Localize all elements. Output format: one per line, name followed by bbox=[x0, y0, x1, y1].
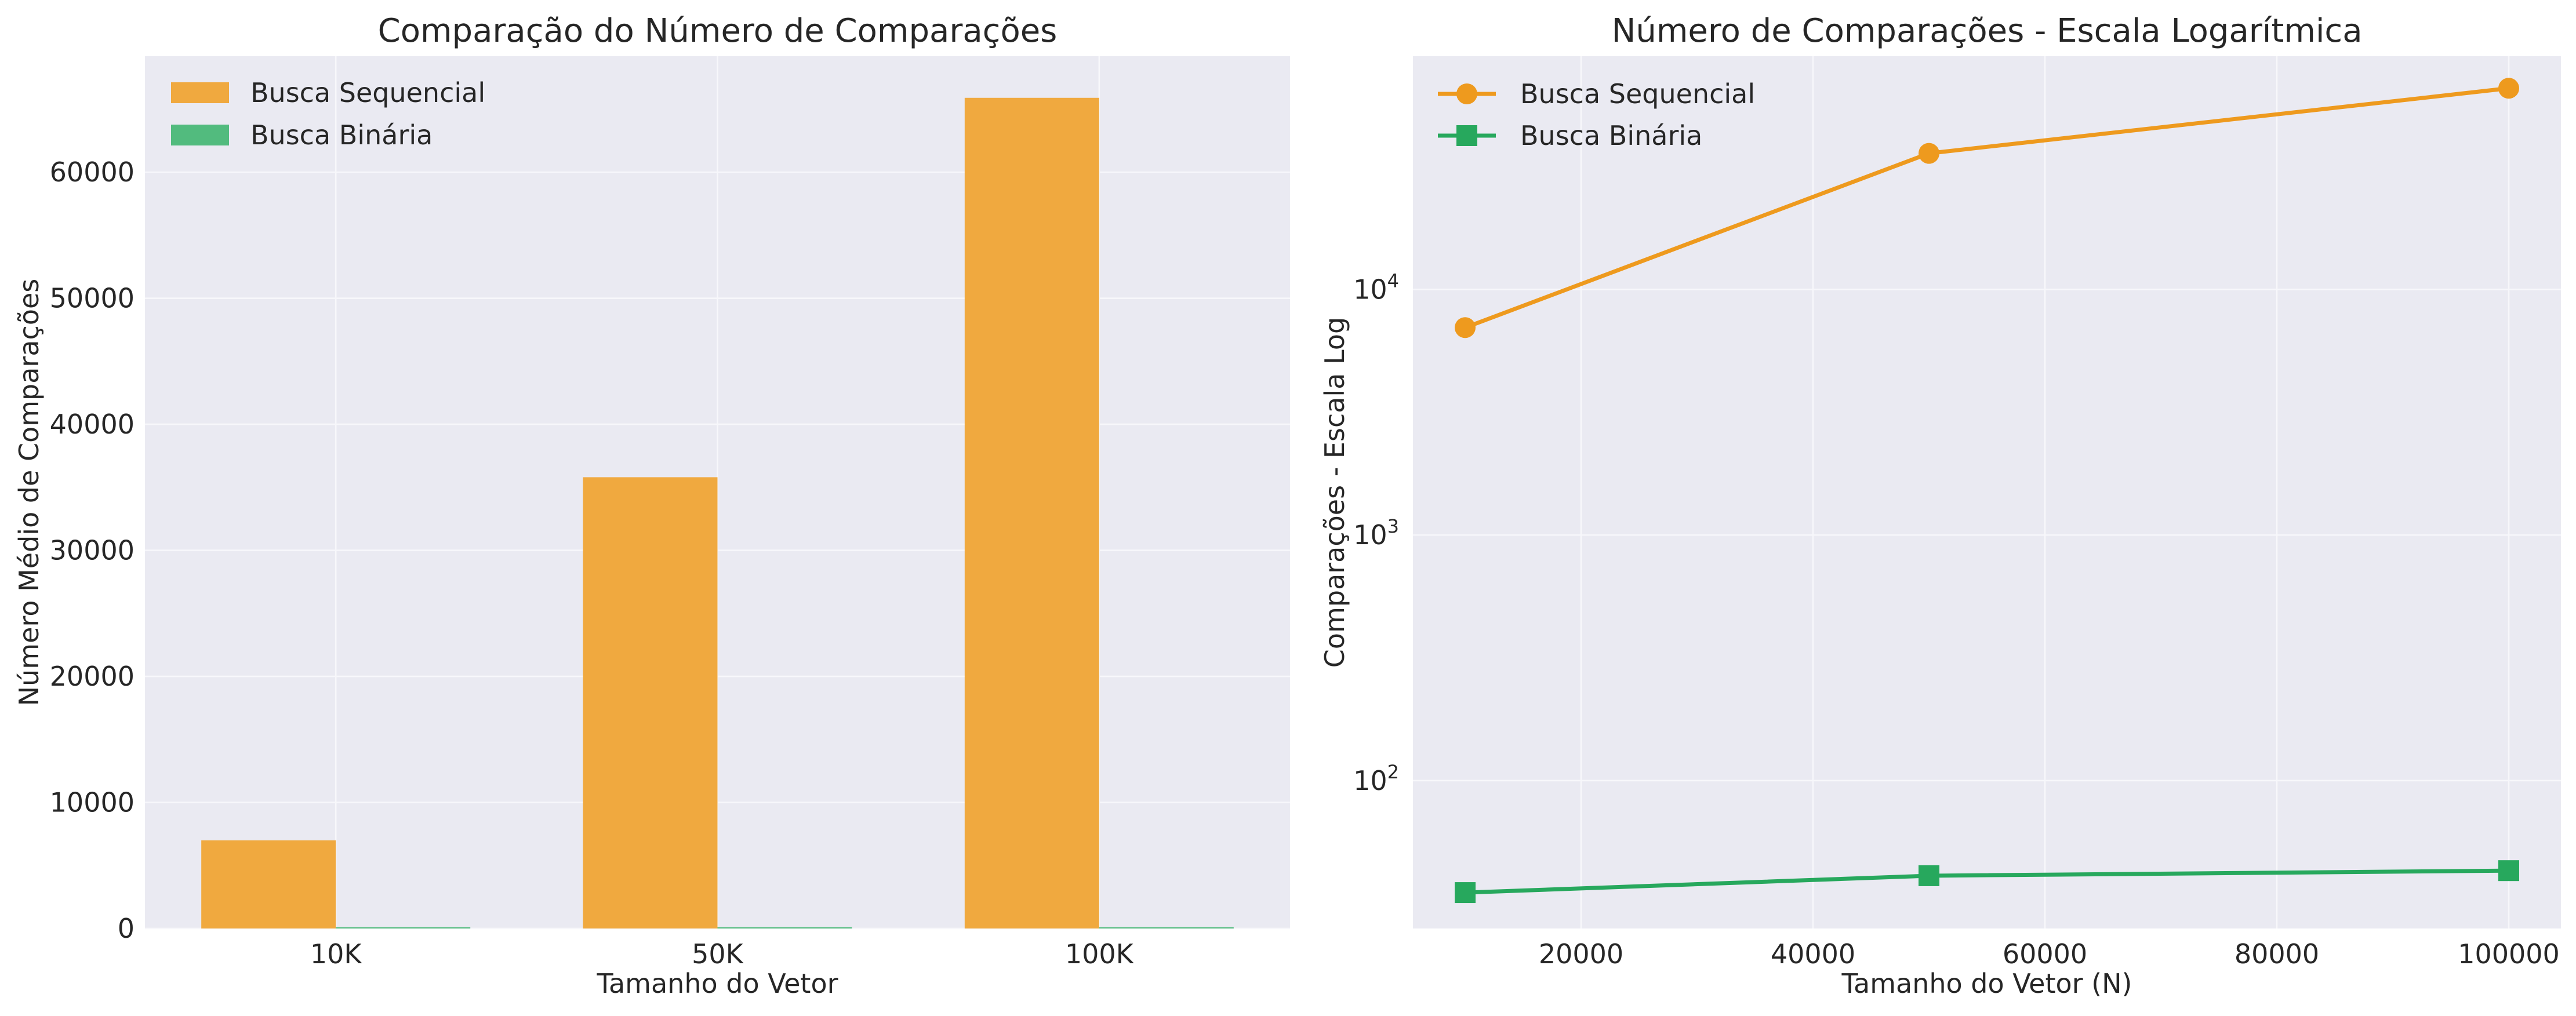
line-chart-y-tick-labels: 102 103 104 bbox=[1353, 270, 1399, 796]
y-tick-label: 10000 bbox=[50, 787, 135, 818]
bar-busca-sequencial-100k bbox=[964, 97, 1099, 928]
line-chart-series bbox=[1455, 78, 2519, 904]
y-tick-label: 40000 bbox=[50, 409, 135, 440]
line-chart-title: Número de Comparações - Escala Logarítmi… bbox=[1611, 12, 2362, 50]
x-tick-label: 40000 bbox=[1771, 938, 1855, 970]
y-tick-label: 60000 bbox=[50, 156, 135, 188]
y-tick-label: 102 bbox=[1353, 761, 1399, 796]
bar-chart-legend: Busca Sequencial Busca Binária bbox=[171, 77, 485, 151]
legend-label-busca-binaria: Busca Binária bbox=[250, 119, 433, 151]
point-busca-binaria bbox=[1919, 865, 1939, 886]
legend-swatch-busca-binaria bbox=[171, 125, 229, 145]
bar-busca-binaria-10k bbox=[336, 927, 471, 928]
bar-chart-panel: 10K 50K 100K 0 10000 20000 30000 40000 50000 600… bbox=[13, 12, 1290, 999]
y-tick-label: 0 bbox=[118, 913, 135, 944]
bar-chart-x-tick-labels: 10K 50K 100K bbox=[310, 938, 1135, 970]
point-busca-sequencial bbox=[1919, 143, 1939, 164]
point-busca-sequencial bbox=[1455, 317, 1476, 338]
x-tick-label: 100K bbox=[1065, 938, 1135, 970]
y-tick-label: 104 bbox=[1353, 270, 1399, 305]
point-busca-binaria bbox=[2498, 860, 2519, 882]
x-tick-label: 100000 bbox=[2458, 938, 2560, 970]
y-tick-label: 50000 bbox=[50, 283, 135, 314]
x-tick-label: 60000 bbox=[2003, 938, 2087, 970]
y-tick-label: 103 bbox=[1353, 515, 1399, 551]
legend-marker-busca-sequencial bbox=[1456, 83, 1477, 104]
y-tick-label: 30000 bbox=[50, 535, 135, 566]
bar-chart-bars bbox=[201, 97, 1234, 928]
bar-busca-sequencial-50k bbox=[583, 477, 718, 928]
line-chart-gridlines bbox=[1413, 56, 2561, 928]
legend-label-busca-sequencial: Busca Sequencial bbox=[250, 77, 485, 108]
legend-label-busca-binaria: Busca Binária bbox=[1520, 120, 1702, 151]
bar-chart-title: Comparação do Número de Comparações bbox=[378, 12, 1058, 50]
bar-chart-y-tick-labels: 0 10000 20000 30000 40000 50000 60000 bbox=[50, 156, 135, 944]
x-tick-label: 50K bbox=[692, 938, 744, 970]
x-tick-label: 80000 bbox=[2235, 938, 2319, 970]
bar-chart-x-axis-label: Tamanho do Vetor bbox=[597, 968, 838, 999]
legend-label-busca-sequencial: Busca Sequencial bbox=[1520, 78, 1755, 110]
x-tick-label: 20000 bbox=[1539, 938, 1623, 970]
bar-busca-binaria-50k bbox=[717, 927, 852, 928]
legend-swatch-busca-sequencial bbox=[171, 82, 229, 103]
bar-chart-y-axis-label: Número Médio de Comparações bbox=[13, 279, 45, 706]
legend-marker-busca-binaria bbox=[1456, 125, 1477, 146]
line-chart-legend: Busca Sequencial Busca Binária bbox=[1438, 78, 1755, 151]
line-chart-y-axis-label: Comparações - Escala Log bbox=[1319, 317, 1350, 668]
line-chart-x-axis-label: Tamanho do Vetor (N) bbox=[1841, 968, 2132, 999]
x-tick-label: 10K bbox=[310, 938, 363, 970]
line-chart-x-tick-labels: 20000 40000 60000 80000 100000 bbox=[1539, 938, 2560, 970]
point-busca-binaria bbox=[1455, 882, 1476, 904]
point-busca-sequencial bbox=[2498, 78, 2519, 99]
log-line-chart-panel: 20000 40000 60000 80000 100000 102 103 104 Núm… bbox=[1319, 12, 2561, 999]
bar-busca-binaria-100k bbox=[1099, 927, 1234, 928]
bar-busca-sequencial-10k bbox=[201, 840, 336, 928]
y-tick-label: 20000 bbox=[50, 661, 135, 692]
line-chart-plot-area bbox=[1413, 56, 2561, 928]
